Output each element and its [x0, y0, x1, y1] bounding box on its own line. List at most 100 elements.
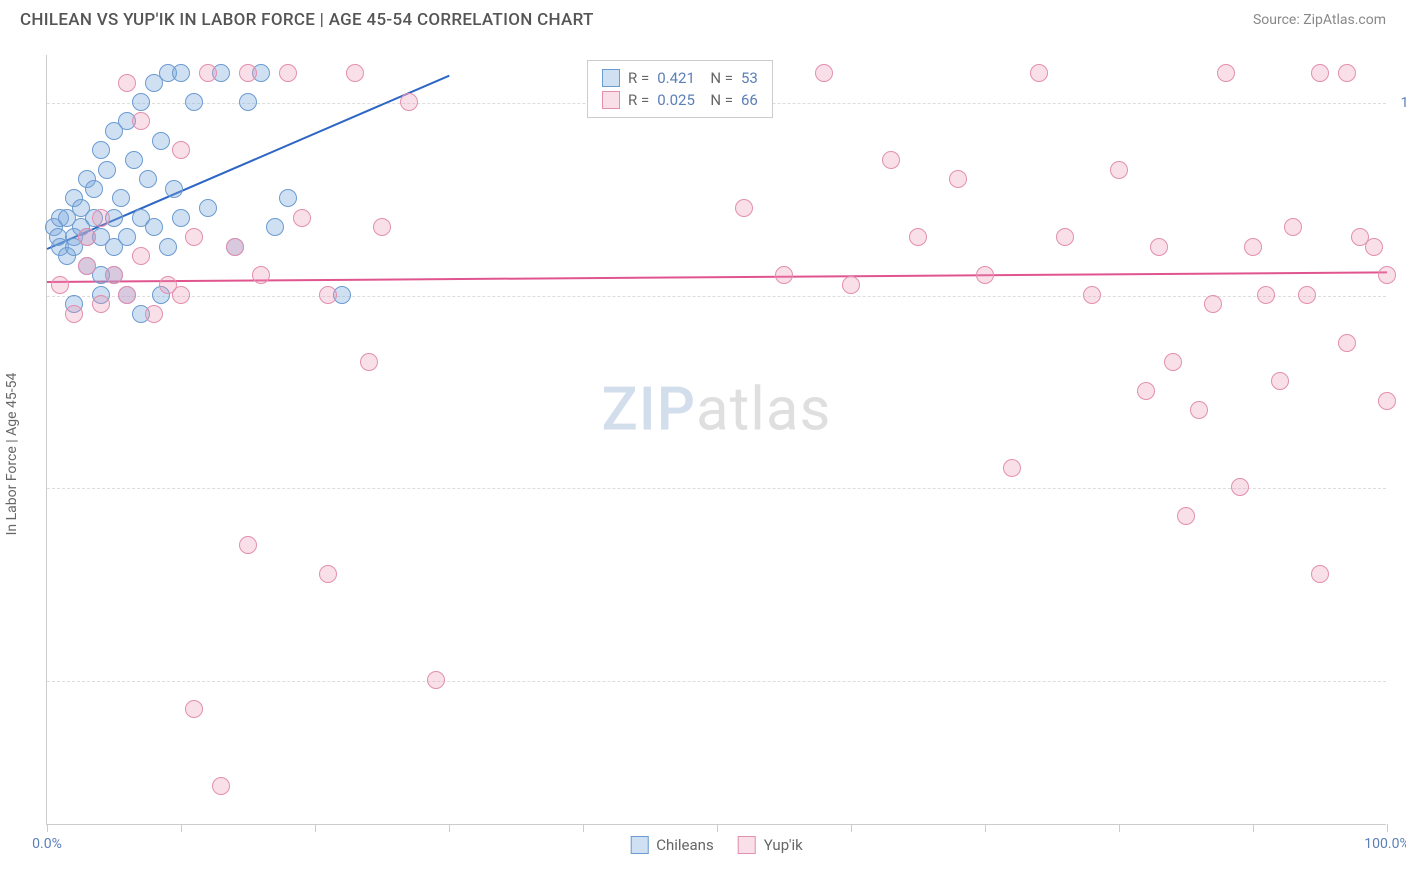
- legend-swatch: [602, 91, 620, 109]
- data-point: [1083, 286, 1101, 304]
- x-tick: [47, 824, 48, 832]
- legend-swatch: [738, 836, 756, 854]
- gridline-h: [47, 488, 1386, 489]
- data-point: [92, 209, 110, 227]
- data-point: [152, 132, 170, 150]
- data-point: [1137, 382, 1155, 400]
- n-label: N =: [703, 91, 733, 109]
- watermark-zip: ZIP: [602, 373, 696, 444]
- r-label: R =: [628, 91, 649, 109]
- source-attribution: Source: ZipAtlas.com: [1253, 12, 1386, 28]
- y-tick-label: 100.0%: [1391, 95, 1406, 111]
- data-point: [319, 565, 337, 583]
- data-point: [226, 238, 244, 256]
- x-tick-label: 0.0%: [32, 836, 62, 852]
- legend-item: Chileans: [630, 836, 713, 854]
- data-point: [172, 64, 190, 82]
- data-point: [165, 180, 183, 198]
- data-point: [65, 305, 83, 323]
- data-point: [775, 266, 793, 284]
- x-tick: [985, 824, 986, 832]
- x-tick: [1119, 824, 1120, 832]
- data-point: [1311, 565, 1329, 583]
- data-point: [199, 199, 217, 217]
- x-tick: [1387, 824, 1388, 832]
- data-point: [78, 257, 96, 275]
- data-point: [882, 151, 900, 169]
- data-point: [1244, 238, 1262, 256]
- data-point: [1003, 459, 1021, 477]
- data-point: [92, 295, 110, 313]
- n-value: 66: [741, 91, 758, 109]
- x-tick: [181, 824, 182, 832]
- r-value: 0.025: [657, 91, 695, 109]
- data-point: [1190, 401, 1208, 419]
- watermark: ZIPatlas: [602, 373, 832, 444]
- data-point: [105, 266, 123, 284]
- data-point: [145, 218, 163, 236]
- data-point: [172, 141, 190, 159]
- data-point: [1378, 266, 1396, 284]
- data-point: [78, 228, 96, 246]
- data-point: [815, 64, 833, 82]
- correlation-legend: R = 0.421 N = 53 R = 0.025 N = 66: [587, 60, 773, 118]
- data-point: [279, 189, 297, 207]
- data-point: [1338, 64, 1356, 82]
- data-point: [85, 180, 103, 198]
- data-point: [735, 199, 753, 217]
- data-point: [125, 151, 143, 169]
- data-point: [118, 74, 136, 92]
- data-point: [266, 218, 284, 236]
- n-value: 53: [741, 69, 758, 87]
- y-tick-label: 80.0%: [1391, 288, 1406, 304]
- series-legend: Chileans Yup'ik: [630, 836, 803, 854]
- legend-label: Chileans: [656, 836, 713, 854]
- data-point: [132, 112, 150, 130]
- y-axis-label: In Labor Force | Age 45-54: [4, 373, 20, 536]
- data-point: [112, 189, 130, 207]
- data-point: [185, 700, 203, 718]
- data-point: [279, 64, 297, 82]
- data-point: [1257, 286, 1275, 304]
- data-point: [1231, 478, 1249, 496]
- data-point: [360, 353, 378, 371]
- chart-header: CHILEAN VS YUP'IK IN LABOR FORCE | AGE 4…: [0, 0, 1406, 38]
- legend-item: Yup'ik: [738, 836, 803, 854]
- data-point: [98, 161, 116, 179]
- x-tick-label: 100.0%: [1364, 836, 1406, 852]
- x-tick: [315, 824, 316, 832]
- data-point: [373, 218, 391, 236]
- data-point: [427, 671, 445, 689]
- scatter-chart: ZIPatlas 40.0%60.0%80.0%100.0%0.0%100.0%…: [46, 55, 1386, 825]
- data-point: [92, 141, 110, 159]
- data-point: [1338, 334, 1356, 352]
- data-point: [1204, 295, 1222, 313]
- legend-swatch: [602, 69, 620, 87]
- watermark-atlas: atlas: [696, 373, 831, 444]
- data-point: [976, 266, 994, 284]
- data-point: [118, 228, 136, 246]
- legend-row: R = 0.421 N = 53: [602, 67, 758, 89]
- data-point: [1030, 64, 1048, 82]
- data-point: [1110, 161, 1128, 179]
- x-tick: [583, 824, 584, 832]
- data-point: [1311, 64, 1329, 82]
- x-tick: [1253, 824, 1254, 832]
- data-point: [199, 64, 217, 82]
- data-point: [1378, 392, 1396, 410]
- data-point: [1056, 228, 1074, 246]
- data-point: [842, 276, 860, 294]
- x-tick: [717, 824, 718, 832]
- data-point: [172, 209, 190, 227]
- data-point: [949, 170, 967, 188]
- r-value: 0.421: [657, 69, 695, 87]
- data-point: [346, 64, 364, 82]
- data-point: [1298, 286, 1316, 304]
- data-point: [172, 286, 190, 304]
- data-point: [185, 228, 203, 246]
- data-point: [239, 93, 257, 111]
- legend-label: Yup'ik: [764, 836, 803, 854]
- data-point: [909, 228, 927, 246]
- x-tick: [449, 824, 450, 832]
- data-point: [239, 64, 257, 82]
